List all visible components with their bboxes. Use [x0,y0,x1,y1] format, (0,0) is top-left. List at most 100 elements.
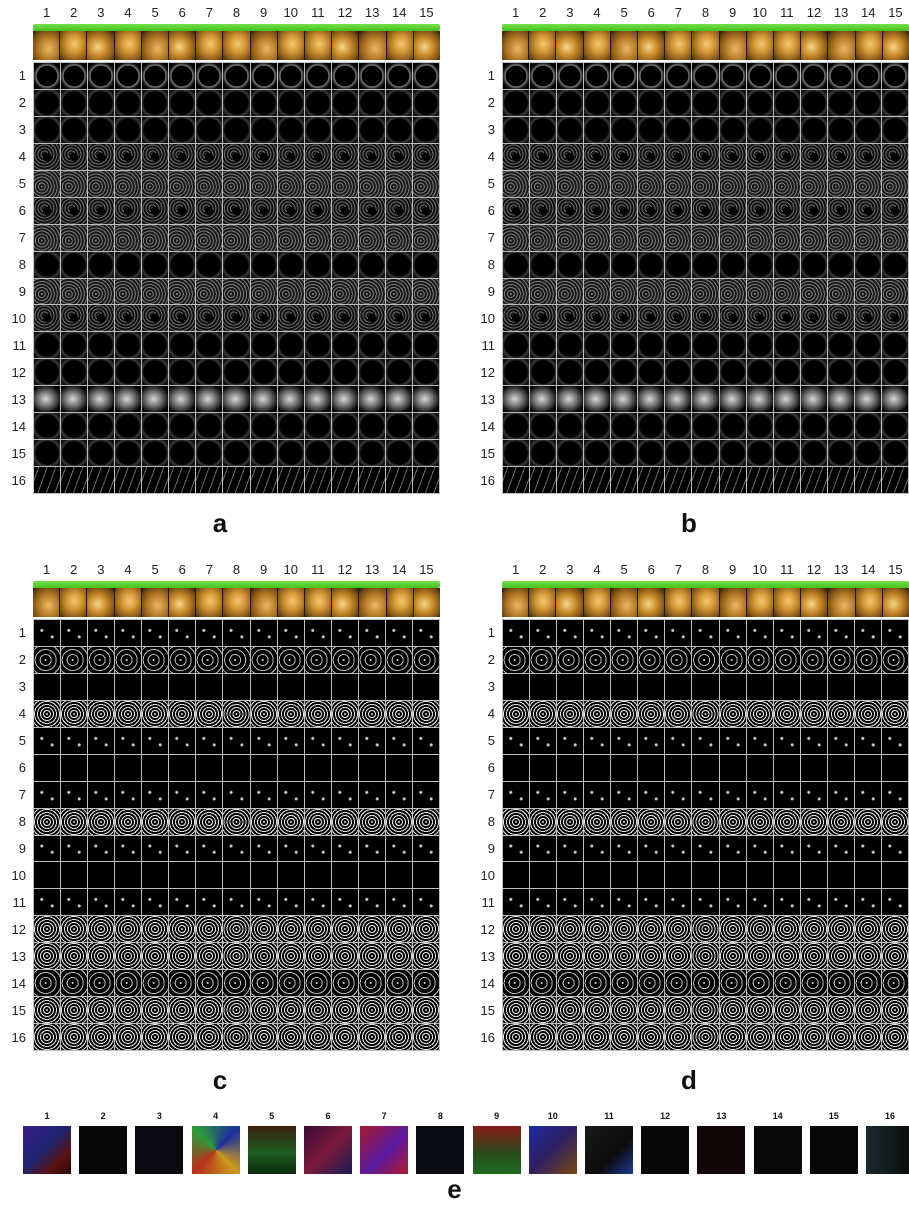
column-label: 14 [861,5,876,20]
filter-response-cell [250,700,277,727]
filter-response-cell [223,116,250,143]
filter-response-cell [557,116,584,143]
filter-response-cell [61,673,88,700]
filter-response-cell [277,620,304,646]
filter-response-cell [34,386,61,413]
filter-response-cell [358,386,385,413]
filter-response-cell [800,620,827,646]
filter-response-cell [358,359,385,386]
filter-response-cell [503,781,530,808]
row-label: 8 [18,814,26,829]
filter-label: 8 [437,1111,443,1121]
filter-response-cell [412,943,439,970]
filter-response-cell [34,170,61,197]
column-label: 3 [97,562,105,577]
filter-response-cell [331,700,358,727]
filter-kernel-swatch [416,1126,465,1174]
filter-response-cell [638,116,665,143]
tooth-photo-thumbnail [774,588,801,617]
filter-response-cell [304,440,331,467]
filter-response-cell [331,63,358,89]
filter-response-cell [584,359,611,386]
filter-response-cell [142,413,169,440]
filter-kernel-swatch [360,1126,409,1174]
filter-response-cell [142,943,169,970]
filter-response-cell [61,808,88,835]
filter-response-cell [61,620,88,646]
green-bar [502,581,909,588]
thumbnail-row [33,31,440,60]
filter-response-cell [854,754,881,781]
filter-response-cell [223,224,250,251]
filter-response-cell [277,413,304,440]
column-label: 9 [729,5,737,20]
filter-response-cell [854,835,881,862]
filter-response-cell [169,63,196,89]
filter-response-cell [557,413,584,440]
filter-response-cell [665,700,692,727]
filter-response-cell [530,970,557,997]
filter-response-cell [223,278,250,305]
filter-response-cell [304,862,331,889]
filter-response-cell [665,727,692,754]
filter-response-cell [503,143,530,170]
filter-response-cell [881,997,908,1024]
filter-response-cell [358,251,385,278]
filter-response-cell [250,170,277,197]
filter-label: 12 [660,1111,671,1121]
tooth-photo-thumbnail [774,31,801,60]
filter-response-cell [854,224,881,251]
filter-response-cell [196,970,223,997]
filter-response-cell [34,889,61,916]
filter-response-cell [331,781,358,808]
filter-response-cell [61,970,88,997]
filter-response-cell [277,889,304,916]
column-label: 11 [311,5,325,20]
filter-response-cell [169,970,196,997]
filter-response-cell [385,943,412,970]
filter-response-cell [584,467,611,493]
filter-response-cell [665,386,692,413]
row-label: 10 [11,868,26,883]
filter-response-cell [746,1024,773,1050]
filter-response-cell [530,673,557,700]
filter-response-cell [88,467,115,493]
filter-response-cell [827,808,854,835]
filter-response-cell [169,943,196,970]
column-label: 2 [70,5,78,20]
filter-response-cell [61,63,88,89]
thumbnail-row [502,31,909,60]
filter-response-cell [773,1024,800,1050]
filter-response-cell [223,862,250,889]
tooth-photo-thumbnail [332,31,359,60]
row-labels: 1 2 3 4 5 6 7 8 9 10 11 12 13 14 15 16 [0,619,30,1051]
green-bar [33,581,440,588]
filter-response-cell [169,413,196,440]
filter-label: 15 [828,1111,839,1121]
filter-response-cell [115,224,142,251]
filter-response-cell [719,63,746,89]
filter-response-cell [800,781,827,808]
filter-response-cell [719,781,746,808]
filter-response-cell [638,170,665,197]
filter-response-cell [503,89,530,116]
filter-response-cell [196,467,223,493]
filter-response-cell [196,386,223,413]
filter-response-cell [638,251,665,278]
filter-response-cell [665,63,692,89]
filter-response-cell [412,251,439,278]
filter-response-cell [665,970,692,997]
filter-response-cell [584,332,611,359]
tooth-photo-thumbnail [855,31,882,60]
filter-response-cell [827,305,854,332]
filter-response-cell [88,63,115,89]
filter-response-cell [773,889,800,916]
filter-response-cell [584,620,611,646]
filter-response-cell [115,116,142,143]
filter-response-cell [557,332,584,359]
filter-response-cell [223,197,250,224]
filter-response-cell [773,63,800,89]
tooth-photo-thumbnail [692,31,719,60]
filter-response-cell [223,781,250,808]
filter-response-cell [196,413,223,440]
